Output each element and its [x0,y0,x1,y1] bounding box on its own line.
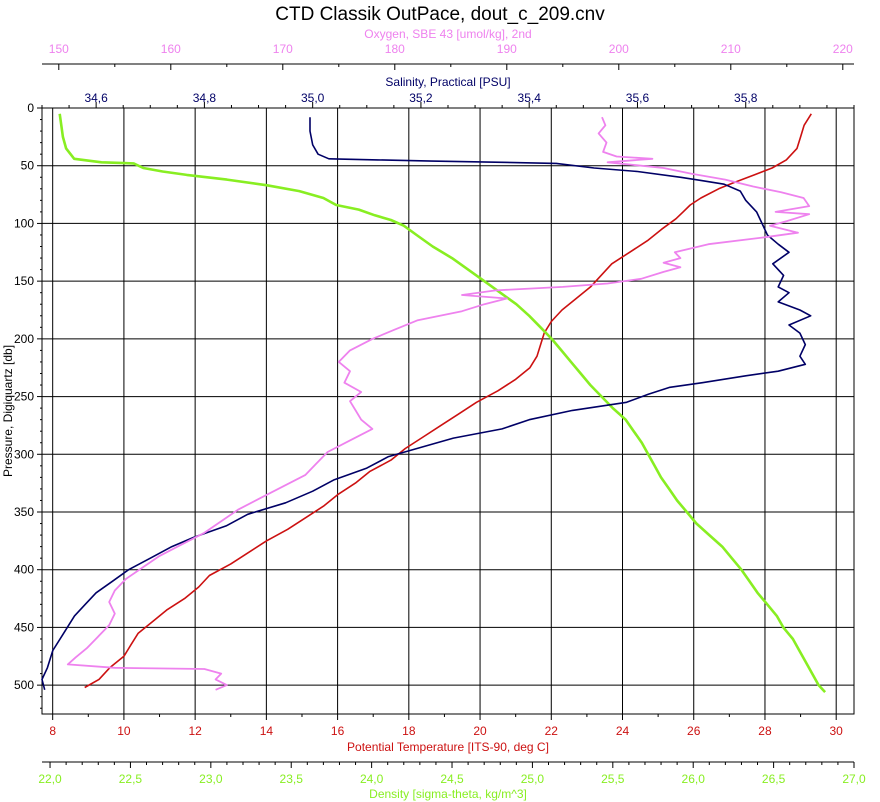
density-profile-line [58,113,827,693]
oxygen-axis: 150 160 170 180 190 200 210 220 [42,42,854,70]
plot-frame [41,107,855,715]
oxygen-axis-label: Oxygen, SBE 43 [umol/kg], 2nd [364,27,531,41]
salinity-tick-label: 35,6 [626,91,650,105]
oxygen-profile-line [66,116,811,691]
salinity-profile-line [41,117,812,691]
temperature-profile-line [84,113,812,689]
density-axis-label: Density [sigma-theta, kg/m^3] [369,787,527,801]
density-tick-label: 25,5 [601,772,625,786]
density-tick-label: 25,0 [521,772,545,786]
pressure-tick-label: 300 [14,447,34,461]
pressure-tick-label: 450 [14,620,34,634]
salinity-axis: 34,6 34,8 35,0 35,2 35,4 35,6 35,8 [41,91,855,109]
density-tick-label: 22,0 [38,772,62,786]
temperature-tick-label: 14 [260,724,274,738]
salinity-tick-label: 35,8 [734,91,758,105]
temperature-tick-label: 10 [117,724,131,738]
oxygen-tick-label: 190 [497,42,517,56]
oxygen-tick-label: 200 [609,42,629,56]
density-tick-label: 23,0 [199,772,223,786]
temperature-tick-label: 8 [49,724,56,738]
oxygen-tick-label: 160 [161,42,181,56]
temperature-tick-label: 16 [331,724,345,738]
density-tick-label: 24,5 [440,772,464,786]
pressure-tick-label: 400 [14,563,34,577]
pressure-tick-label: 500 [14,678,34,692]
density-tick-label: 26,0 [682,772,706,786]
pressure-axis: 0 50 100 150 200 250 300 350 400 450 500 [14,101,42,709]
density-tick-label: 26,5 [762,772,786,786]
salinity-tick-label: 35,4 [518,91,542,105]
series-layer [41,113,827,693]
pressure-axis-label: Pressure, Digiquartz [db] [1,345,15,477]
salinity-tick-label: 34,8 [193,91,217,105]
temperature-axis: 8 10 12 14 16 18 20 22 24 26 28 30 [42,713,854,738]
temperature-tick-label: 28 [758,724,772,738]
temperature-tick-label: 12 [188,724,202,738]
pressure-tick-label: 200 [14,332,34,346]
oxygen-tick-label: 220 [833,42,853,56]
density-axis: 22,0 22,5 23,0 23,5 24,0 24,5 25,0 25,5 26,0 26,5… [38,761,866,786]
temperature-tick-label: 30 [830,724,844,738]
density-tick-label: 24,0 [360,772,384,786]
pressure-tick-label: 350 [14,505,34,519]
pressure-tick-label: 0 [27,101,34,115]
temperature-tick-label: 26 [687,724,701,738]
salinity-tick-label: 35,2 [409,91,433,105]
salinity-tick-label: 34,6 [84,91,108,105]
oxygen-tick-label: 150 [49,42,69,56]
temperature-tick-label: 20 [473,724,487,738]
oxygen-tick-label: 180 [385,42,405,56]
oxygen-tick-label: 170 [273,42,293,56]
temperature-tick-label: 22 [545,724,559,738]
pressure-tick-label: 150 [14,274,34,288]
chart-title: CTD Classik OutPace, dout_c_209.cnv [275,4,605,25]
density-tick-label: 23,5 [280,772,304,786]
oxygen-tick-label: 210 [721,42,741,56]
pressure-tick-label: 50 [21,159,35,173]
pressure-tick-label: 100 [14,216,34,230]
temperature-axis-label: Potential Temperature [ITS-90, deg C] [347,740,549,754]
salinity-tick-label: 35,0 [301,91,325,105]
temperature-tick-label: 24 [616,724,630,738]
temperature-tick-label: 18 [402,724,416,738]
grid [42,108,854,714]
salinity-axis-label: Salinity, Practical [PSU] [385,75,510,89]
density-tick-label: 22,5 [119,772,143,786]
density-tick-label: 27,0 [842,772,866,786]
pressure-tick-label: 250 [14,390,34,404]
